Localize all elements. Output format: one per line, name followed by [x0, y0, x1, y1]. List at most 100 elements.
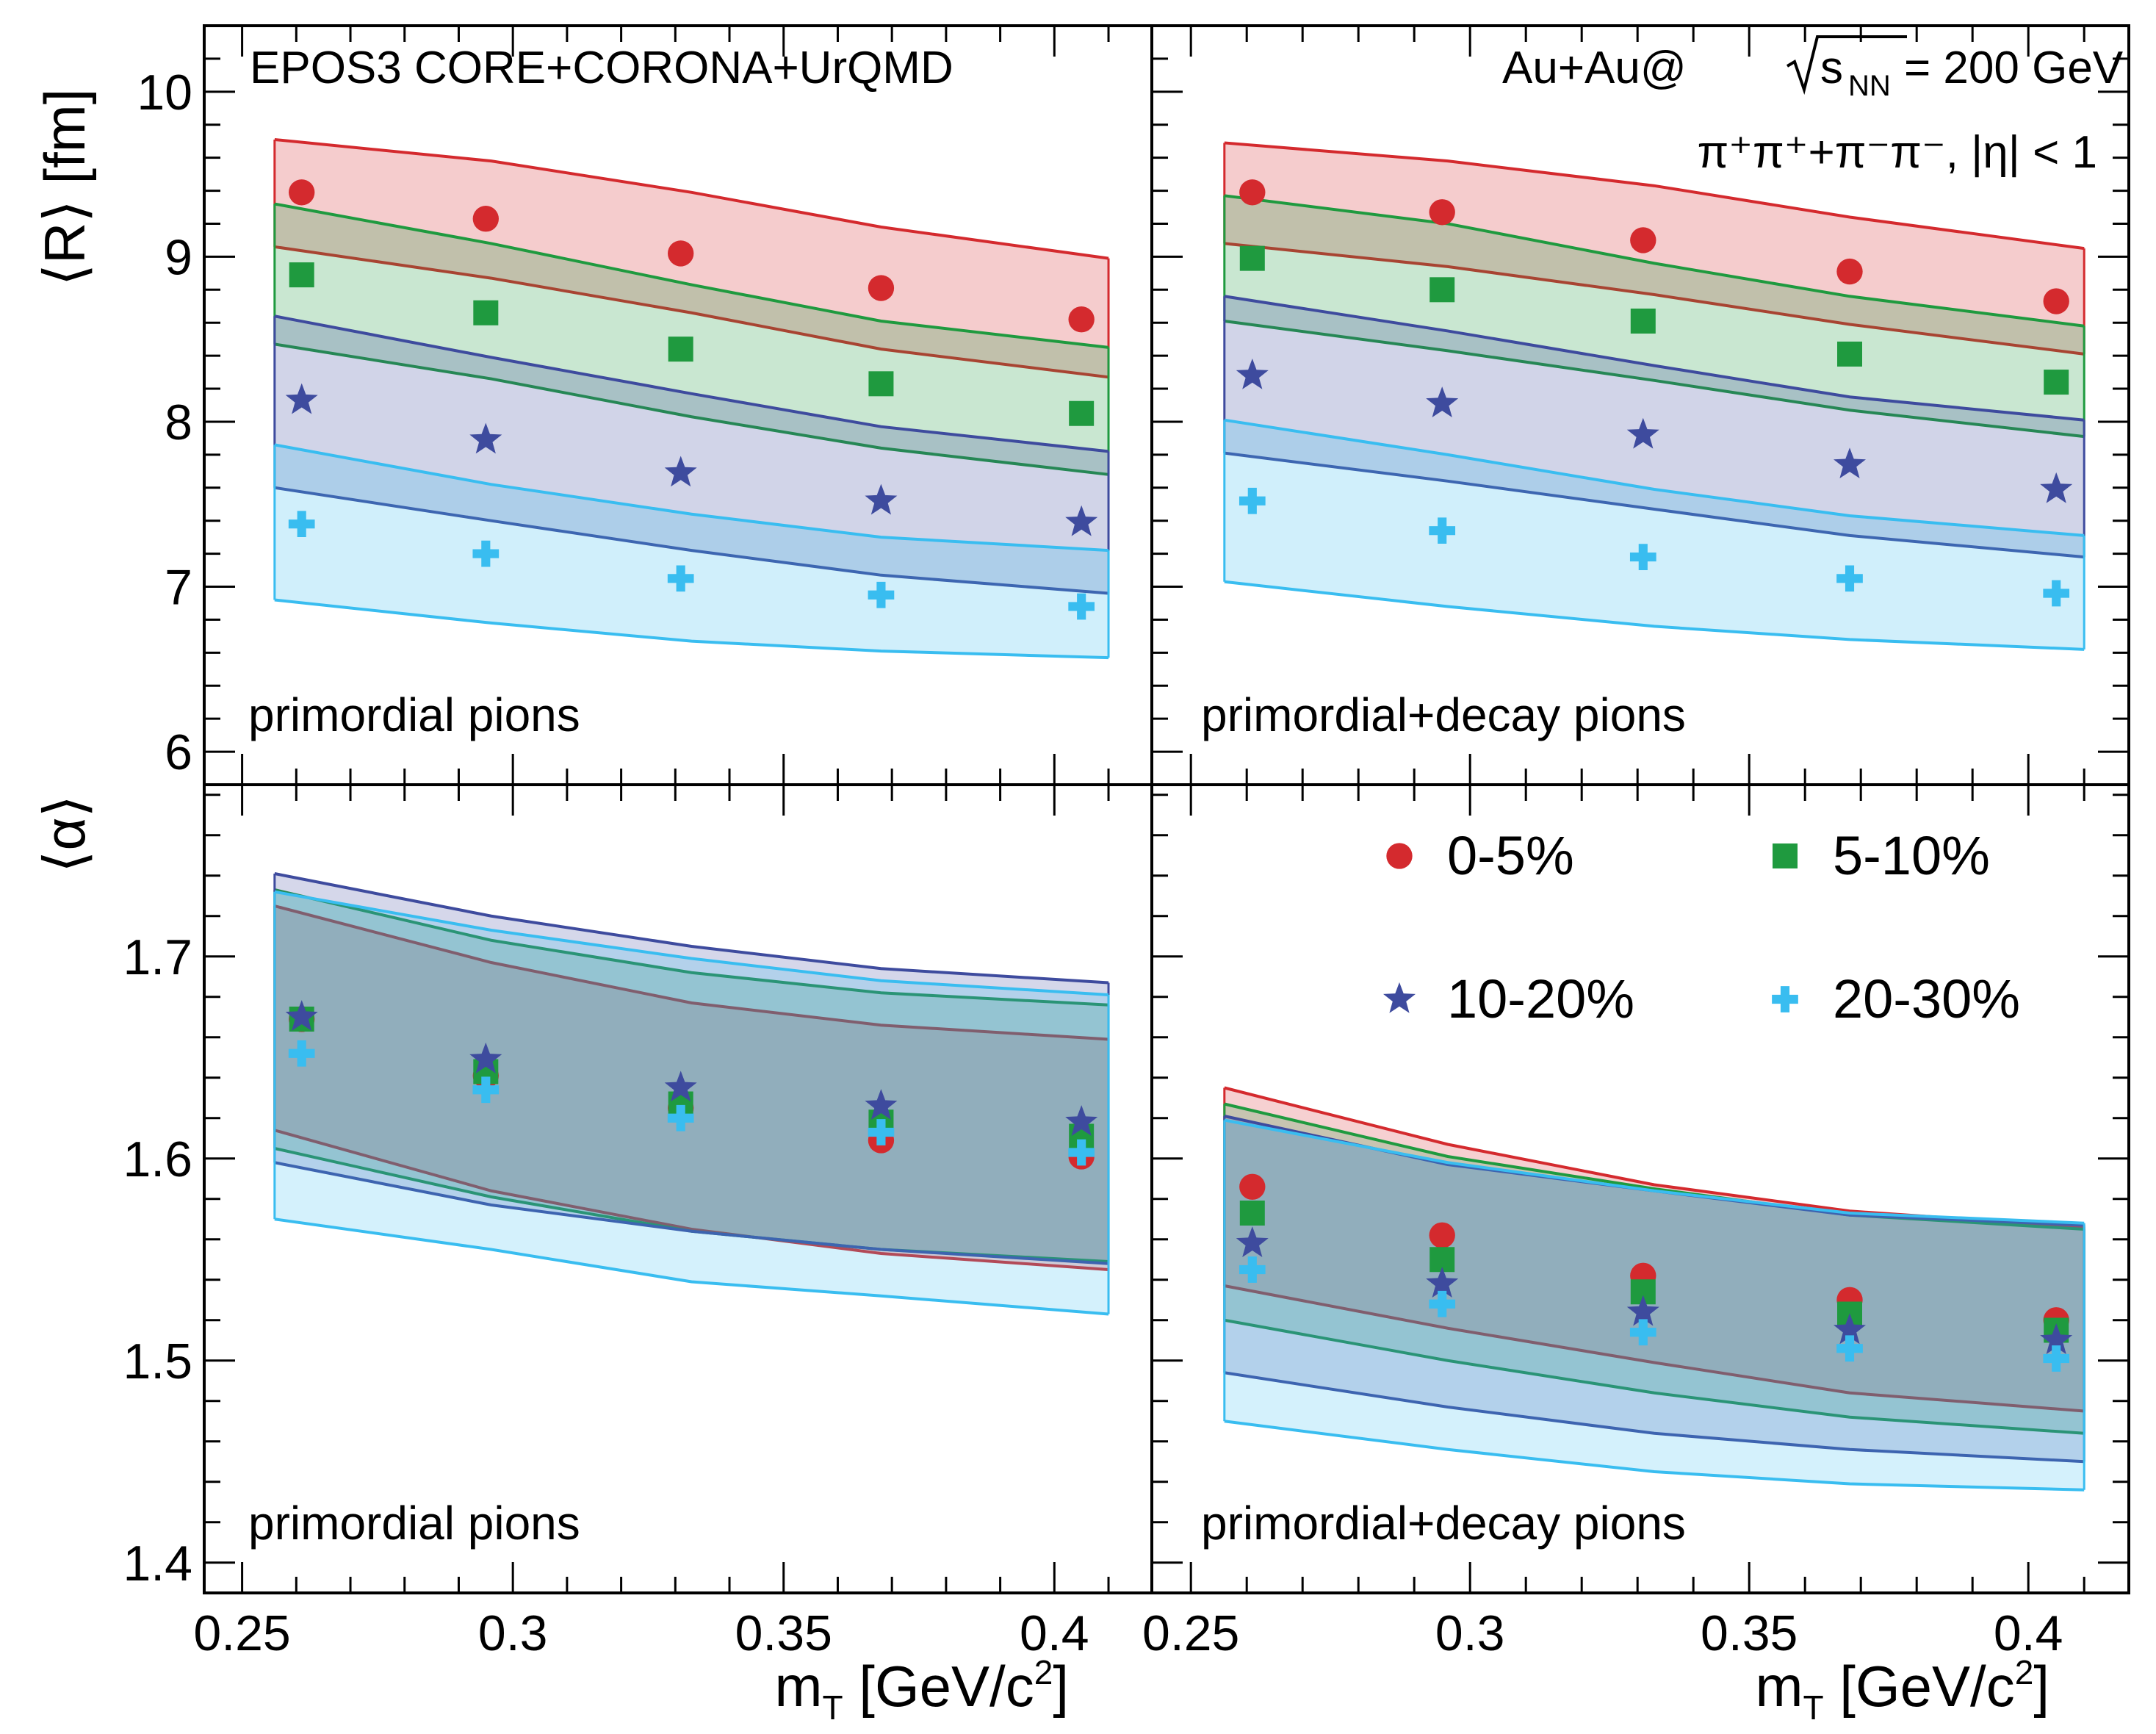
point-0-5-1	[1429, 1222, 1455, 1248]
legend-marker-20-30	[1772, 986, 1798, 1012]
point-5-10-1	[473, 300, 499, 325]
point-10-20-3	[865, 1089, 898, 1120]
top-y-tick-label: 6	[165, 724, 192, 780]
point-10-20-1	[469, 1042, 502, 1073]
point-0-5-1	[472, 206, 499, 232]
bottom-right-note: primordial+decay pions	[1201, 1497, 1686, 1550]
point-10-20-1	[1426, 386, 1459, 417]
legend-marker-0-5	[1386, 843, 1413, 869]
band-lower-20-30	[274, 598, 1109, 660]
system-prefix: Au+Au@	[1502, 43, 1687, 93]
point-5-10-4	[1069, 400, 1095, 426]
point-5-10-2	[1630, 308, 1656, 334]
legend-marker-5-10	[1773, 843, 1798, 868]
top-y-tick-label: 8	[165, 395, 192, 450]
band-upper-10-20	[274, 872, 1109, 985]
axes-layer: 6 7 8 9 10 1.4 1.5 1.6 1.7 0.25 0.3 0.35 0.4 0.25 0.3 0…	[123, 24, 2130, 1661]
point-10-20-2	[1626, 1295, 1659, 1326]
band-lower-10-20	[1224, 451, 2085, 559]
point-20-30-2	[667, 565, 694, 592]
x-tick-label: 0.4	[1020, 1605, 1089, 1661]
point-20-30-3	[1836, 565, 1863, 592]
band-upper-0-5	[274, 137, 1109, 260]
point-10-20-1	[469, 422, 502, 454]
point-5-10-0	[1239, 1201, 1265, 1226]
point-10-20-4	[1065, 1105, 1098, 1136]
band-0-5	[1224, 143, 2085, 354]
legend-symbol-10-20	[1383, 982, 1416, 1013]
point-0-5-2	[1630, 227, 1656, 253]
bottom-y-tick-label: 1.7	[123, 929, 192, 985]
bottom-left-note: primordial pions	[248, 1497, 580, 1550]
band-20-30	[1224, 420, 2085, 650]
panel-bottom-right	[1223, 1086, 2085, 1492]
band-upper-20-30	[274, 890, 1109, 996]
x-tick-label: 0.3	[1435, 1605, 1505, 1661]
point-10-20-0	[1236, 1226, 1269, 1257]
band-lower-10-20	[274, 486, 1109, 595]
top-right-points	[1236, 179, 2073, 607]
panel-bottom-left	[273, 872, 1110, 1316]
legend-marker-10-20	[1383, 982, 1416, 1013]
band-20-30	[274, 445, 1109, 658]
band-upper-20-30	[1224, 1118, 2085, 1225]
band-5-10	[1224, 1104, 2085, 1433]
band-10-20	[1224, 296, 2085, 558]
band-lower-20-30	[1224, 1420, 2085, 1492]
point-0-5-3	[1836, 258, 1863, 285]
band-upper-5-10	[274, 202, 1109, 349]
band-lower-10-20	[274, 1161, 1109, 1265]
band-lower-10-20	[1224, 1371, 2085, 1464]
point-10-20-4	[1065, 505, 1098, 536]
top-left-note: primordial pions	[248, 688, 580, 741]
band-upper-5-10	[1224, 194, 2085, 328]
point-0-5-4	[1068, 306, 1095, 333]
point-20-30-1	[1429, 1290, 1456, 1317]
legend-symbol-20-30	[1772, 986, 1798, 1012]
top-left-points	[285, 179, 1098, 620]
point-5-10-1	[1429, 277, 1455, 303]
particle-label: π⁺π⁺+π⁻π⁻, |η| < 1	[1698, 127, 2098, 178]
point-20-30-0	[288, 511, 315, 538]
band-upper-20-30	[1224, 418, 2085, 537]
x-tick-label: 0.25	[193, 1605, 290, 1661]
point-10-20-4	[2040, 472, 2073, 503]
band-upper-0-5	[274, 904, 1109, 1041]
band-lower-0-5	[1224, 242, 2085, 356]
system-label: Au+Au@ s NN = 200 GeV	[1502, 35, 2124, 102]
band-0-5	[1224, 1087, 2085, 1411]
legend-label-10-20: 10-20%	[1447, 968, 1634, 1029]
x-tick-label: 0.25	[1142, 1605, 1239, 1661]
band-20-30	[1224, 1120, 2085, 1490]
point-20-30-4	[2043, 1345, 2070, 1372]
point-0-5-0	[289, 179, 315, 206]
svg-text:= 200 GeV: = 200 GeV	[1904, 43, 2124, 93]
point-10-20-1	[1426, 1267, 1459, 1298]
system-suffix: = 200 GeV	[1904, 43, 2124, 93]
point-20-30-0	[1239, 487, 1266, 514]
svg-text:NN: NN	[1848, 70, 1891, 102]
legend-symbol-5-10	[1773, 843, 1798, 868]
bottom-left-points	[285, 1000, 1098, 1170]
point-20-30-2	[1629, 544, 1656, 570]
top-right-bands	[1223, 141, 2085, 651]
point-0-5-4	[2043, 288, 2069, 314]
model-label: EPOS3 CORE+CORONA+UrQMD	[250, 43, 953, 93]
top-y-tick-label: 9	[165, 229, 192, 285]
x-tick-label: 0.4	[1994, 1605, 2063, 1661]
point-20-30-1	[1429, 517, 1456, 544]
point-20-30-4	[1068, 1139, 1095, 1166]
point-20-30-3	[868, 581, 895, 608]
band-lower-5-10	[1224, 1318, 2085, 1435]
band-lower-5-10	[274, 342, 1109, 476]
band-0-5	[274, 906, 1109, 1270]
legend-symbol-0-5	[1386, 843, 1413, 869]
x-tick-label: 0.35	[1701, 1605, 1798, 1661]
point-0-5-0	[1239, 179, 1266, 206]
point-0-5-0	[1239, 1173, 1266, 1200]
point-10-20-3	[1834, 1313, 1866, 1345]
point-10-20-2	[1626, 417, 1659, 449]
band-upper-10-20	[274, 314, 1109, 453]
point-10-20-3	[1834, 447, 1866, 478]
